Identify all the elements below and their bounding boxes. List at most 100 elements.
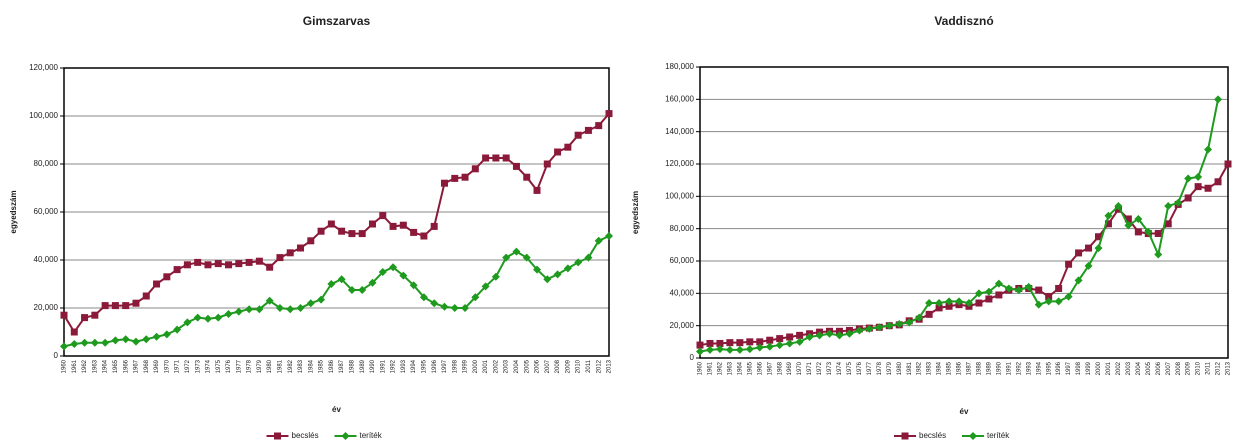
x-tick-label: 1987 [967, 361, 973, 375]
y-tick-label: 100,000 [665, 191, 694, 200]
x-tick-label: 1990 [370, 359, 376, 373]
x-tick-label: 1962 [82, 359, 88, 373]
x-tick-label: 1973 [195, 359, 201, 373]
marker [1075, 249, 1083, 257]
series [696, 95, 1223, 356]
marker [985, 295, 993, 303]
x-tick-label: 1978 [877, 361, 883, 375]
marker [726, 339, 734, 347]
x-tick-label: 1966 [757, 361, 763, 375]
marker [815, 331, 824, 340]
marker [795, 337, 804, 346]
marker [214, 260, 222, 268]
marker [327, 280, 336, 288]
x-tick-label: 1971 [807, 361, 813, 375]
x-tick-label: 1995 [1046, 361, 1052, 375]
marker [1045, 293, 1053, 301]
marker [522, 253, 531, 262]
marker [275, 304, 284, 312]
legend-label: teríték [987, 431, 1010, 440]
marker [502, 253, 511, 262]
marker [945, 302, 953, 310]
marker [399, 271, 408, 280]
x-tick-label: 2004 [1136, 361, 1142, 375]
x-tick-label: 2009 [565, 359, 571, 373]
marker [1104, 211, 1113, 220]
series [60, 110, 613, 336]
marker [696, 341, 704, 349]
x-tick-label: 1976 [857, 361, 863, 375]
marker [163, 273, 171, 281]
series-line [699, 163, 1229, 347]
marker [715, 345, 724, 354]
marker [274, 432, 281, 440]
marker [306, 299, 315, 308]
marker [1004, 284, 1013, 293]
marker [471, 293, 480, 302]
x-tick-label: 2003 [504, 359, 510, 373]
marker [994, 279, 1003, 288]
x-tick-label: 1997 [1066, 361, 1072, 375]
x-tick-label: 2013 [607, 359, 613, 373]
marker [1194, 183, 1202, 191]
marker [574, 131, 582, 139]
x-tick-label: 2001 [1106, 361, 1112, 375]
marker [755, 343, 764, 352]
marker [121, 335, 130, 344]
x-tick-label: 1970 [164, 359, 170, 373]
x-tick-label: 2006 [535, 359, 541, 373]
x-tick-label: 2010 [1196, 361, 1202, 375]
marker [595, 122, 603, 130]
y-tick-label: 20,000 [670, 321, 695, 330]
y-tick-label: 160,000 [665, 94, 694, 103]
x-tick-label: 1967 [134, 359, 140, 373]
marker [543, 160, 551, 168]
x-tick-label: 1963 [92, 359, 98, 373]
y-tick-label: 60,000 [34, 207, 59, 216]
marker [925, 299, 934, 308]
marker [255, 305, 264, 314]
x-tick-label: 2007 [1166, 361, 1172, 375]
marker [224, 310, 233, 318]
x-tick-label: 1987 [339, 359, 345, 373]
marker [1114, 202, 1123, 211]
marker [745, 345, 754, 354]
marker [491, 272, 500, 281]
marker [255, 257, 263, 265]
y-tick-label: 0 [690, 353, 695, 362]
marker [101, 338, 110, 347]
x-tick-label: 1989 [986, 361, 992, 375]
marker [1204, 184, 1212, 192]
marker [901, 432, 909, 440]
x-tick-label: 2012 [596, 359, 602, 373]
x-tick-label: 1966 [123, 359, 129, 373]
marker [785, 339, 794, 348]
marker [348, 230, 356, 238]
x-tick-label: 2006 [1156, 361, 1162, 375]
marker [1084, 261, 1093, 270]
marker [194, 258, 202, 266]
x-axis-label: év [960, 407, 969, 416]
marker [317, 295, 326, 304]
marker [1194, 172, 1203, 181]
marker [975, 299, 983, 307]
x-tick-label: 2000 [473, 359, 479, 373]
x-tick-label: 1997 [442, 359, 448, 373]
legend-label: teríték [360, 431, 383, 440]
marker [554, 148, 562, 156]
x-tick-label: 1973 [827, 361, 833, 375]
marker [70, 340, 79, 348]
marker [935, 299, 944, 308]
x-tick-label: 1982 [288, 359, 294, 373]
x-tick-label: 1985 [319, 359, 325, 373]
marker [276, 254, 284, 262]
marker [974, 289, 983, 298]
marker [1134, 228, 1142, 236]
x-tick-label: 2001 [483, 359, 489, 373]
x-tick-label: 1993 [1026, 361, 1032, 375]
marker [122, 302, 130, 310]
x-tick-label: 2002 [493, 359, 499, 373]
marker [1074, 276, 1083, 285]
y-tick-label: 120,000 [29, 63, 58, 72]
marker [875, 323, 884, 332]
